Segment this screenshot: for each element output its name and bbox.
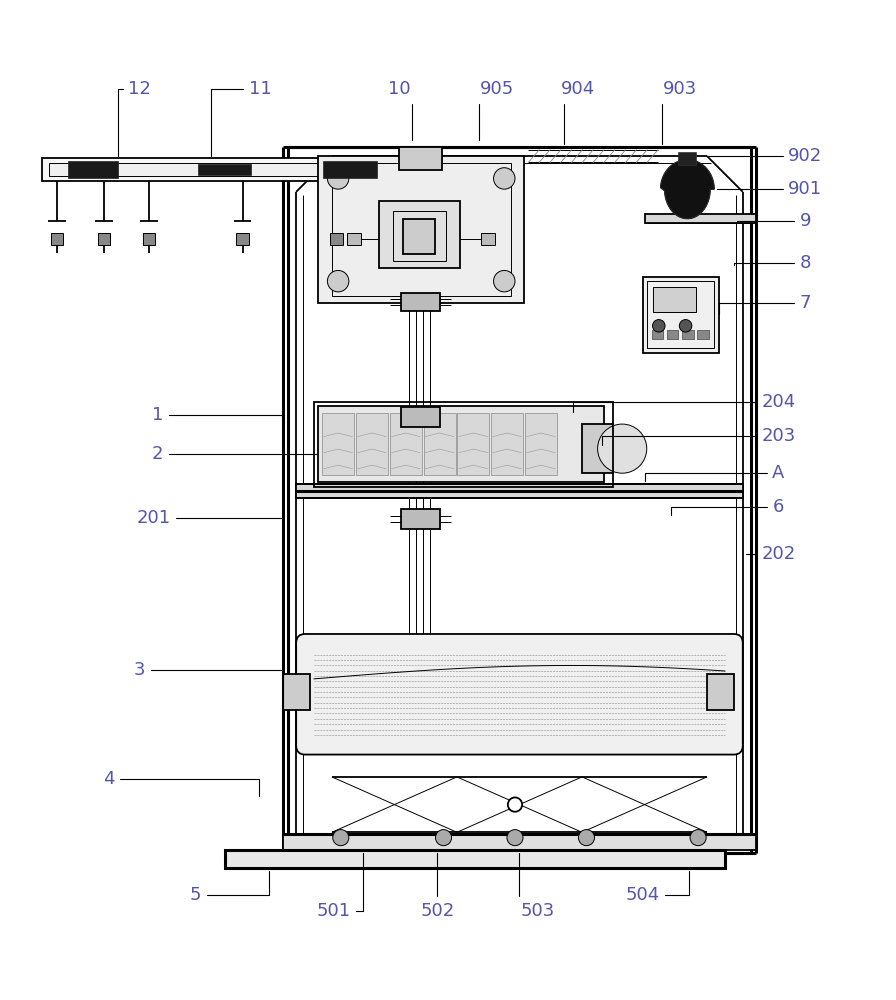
Text: 203: 203 (601, 427, 796, 445)
Text: 10: 10 (388, 80, 412, 140)
Text: 905: 905 (479, 80, 514, 140)
Bar (651, 330, 663, 339)
Bar (283, 674, 309, 710)
Bar (642, 277, 719, 353)
Bar (347, 233, 361, 245)
Bar (481, 233, 495, 245)
Bar (198, 164, 252, 175)
Bar (322, 413, 354, 475)
Bar (390, 413, 422, 475)
Text: 202: 202 (745, 545, 796, 563)
Bar (379, 201, 460, 268)
Bar (401, 293, 440, 311)
Bar (332, 163, 511, 296)
Text: 1: 1 (152, 406, 283, 430)
Circle shape (494, 270, 515, 292)
Bar (525, 413, 557, 475)
Bar (647, 281, 714, 348)
Text: 8: 8 (734, 254, 811, 272)
Bar (582, 424, 613, 473)
Text: 4: 4 (103, 770, 259, 796)
Text: 903: 903 (662, 80, 697, 144)
Circle shape (690, 830, 706, 846)
Bar (356, 413, 388, 475)
FancyBboxPatch shape (297, 634, 743, 755)
Bar (667, 330, 678, 339)
Circle shape (327, 270, 349, 292)
Bar (283, 834, 756, 850)
Bar (330, 233, 342, 245)
Bar (318, 406, 604, 482)
Text: 501: 501 (316, 853, 363, 920)
Bar (297, 484, 743, 498)
Bar (653, 287, 696, 312)
Bar (707, 674, 734, 710)
Circle shape (679, 320, 692, 332)
Circle shape (598, 424, 647, 473)
Bar (318, 156, 524, 303)
Circle shape (332, 830, 349, 846)
Circle shape (435, 830, 452, 846)
Text: 503: 503 (520, 853, 555, 920)
Text: 904: 904 (560, 80, 595, 144)
Text: 12: 12 (117, 80, 151, 156)
Bar (392, 211, 446, 261)
Circle shape (652, 320, 665, 332)
Text: A: A (644, 464, 785, 482)
Bar (68, 161, 117, 178)
Text: 3: 3 (134, 661, 283, 707)
Text: 504: 504 (625, 871, 689, 904)
Bar (314, 402, 613, 487)
Bar (403, 219, 435, 254)
Bar (457, 413, 489, 475)
Text: 6: 6 (671, 498, 784, 516)
Circle shape (508, 797, 522, 812)
Bar (424, 413, 455, 475)
Text: 902: 902 (708, 147, 823, 165)
Bar (682, 330, 694, 339)
Circle shape (507, 830, 523, 846)
Bar (697, 330, 709, 339)
Bar (50, 233, 63, 245)
Circle shape (579, 830, 594, 846)
Text: 204: 204 (573, 393, 796, 412)
Text: 5: 5 (189, 871, 270, 904)
Bar (644, 214, 756, 223)
Bar (399, 147, 442, 170)
Text: 7: 7 (719, 294, 811, 314)
Bar (401, 407, 440, 427)
Text: 9: 9 (737, 212, 811, 230)
Text: 2: 2 (152, 445, 318, 463)
Bar (98, 233, 110, 245)
Bar (142, 233, 155, 245)
Bar (323, 161, 376, 178)
Bar (491, 413, 523, 475)
Bar (401, 509, 440, 529)
Text: 502: 502 (420, 853, 454, 920)
Text: 11: 11 (211, 80, 271, 156)
Bar (48, 163, 414, 176)
Bar (237, 233, 249, 245)
Polygon shape (660, 160, 714, 219)
Bar (225, 850, 725, 868)
Text: 201: 201 (136, 509, 283, 528)
Bar (678, 152, 696, 165)
Circle shape (327, 168, 349, 189)
Circle shape (494, 168, 515, 189)
Bar (41, 158, 421, 181)
Text: 901: 901 (717, 180, 823, 198)
